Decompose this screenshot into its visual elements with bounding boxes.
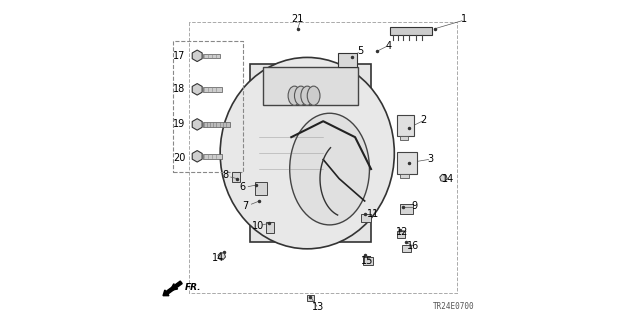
Text: 17: 17 bbox=[173, 50, 185, 61]
Bar bbox=[266, 222, 274, 233]
Bar bbox=[362, 214, 371, 222]
Text: 10: 10 bbox=[252, 221, 264, 231]
Text: 2: 2 bbox=[420, 115, 427, 125]
FancyArrow shape bbox=[163, 281, 182, 296]
Ellipse shape bbox=[294, 86, 307, 105]
Bar bbox=[397, 115, 414, 136]
Ellipse shape bbox=[288, 86, 301, 105]
Text: 16: 16 bbox=[407, 241, 420, 251]
Text: 4: 4 bbox=[385, 41, 392, 51]
Text: 15: 15 bbox=[361, 256, 373, 266]
Bar bbox=[401, 136, 408, 140]
Bar bbox=[173, 41, 243, 172]
Text: 18: 18 bbox=[173, 84, 185, 94]
Bar bbox=[403, 245, 412, 252]
Bar bbox=[400, 204, 413, 214]
Text: 13: 13 bbox=[312, 302, 324, 312]
Text: 14: 14 bbox=[212, 253, 225, 263]
Bar bbox=[232, 172, 240, 182]
Text: 11: 11 bbox=[367, 209, 379, 219]
Text: 21: 21 bbox=[291, 13, 304, 24]
Text: 7: 7 bbox=[242, 201, 248, 211]
Bar bbox=[397, 231, 404, 238]
Text: 3: 3 bbox=[427, 154, 433, 165]
Ellipse shape bbox=[220, 57, 394, 249]
Text: TR24E0700: TR24E0700 bbox=[433, 302, 475, 311]
Bar bbox=[203, 54, 220, 58]
Ellipse shape bbox=[307, 86, 320, 105]
Bar bbox=[390, 27, 431, 35]
Text: 14: 14 bbox=[442, 174, 454, 184]
Ellipse shape bbox=[290, 113, 369, 225]
Text: 19: 19 bbox=[173, 119, 185, 130]
Bar bbox=[363, 257, 372, 265]
Bar bbox=[203, 87, 222, 92]
Bar bbox=[203, 122, 230, 127]
Bar bbox=[255, 182, 268, 195]
Bar bbox=[397, 152, 417, 174]
Text: 9: 9 bbox=[412, 201, 418, 211]
Text: 12: 12 bbox=[396, 227, 408, 237]
Text: 20: 20 bbox=[173, 153, 185, 163]
Bar bbox=[203, 154, 222, 159]
Text: 6: 6 bbox=[240, 182, 246, 192]
Bar bbox=[250, 64, 371, 242]
Bar bbox=[307, 295, 314, 301]
Text: 8: 8 bbox=[223, 170, 229, 181]
Text: 5: 5 bbox=[356, 46, 363, 56]
Text: 1: 1 bbox=[461, 14, 467, 24]
Ellipse shape bbox=[301, 86, 314, 105]
Bar bbox=[337, 53, 356, 67]
Bar bbox=[400, 174, 409, 178]
Bar bbox=[262, 67, 358, 105]
Text: FR.: FR. bbox=[184, 283, 201, 292]
